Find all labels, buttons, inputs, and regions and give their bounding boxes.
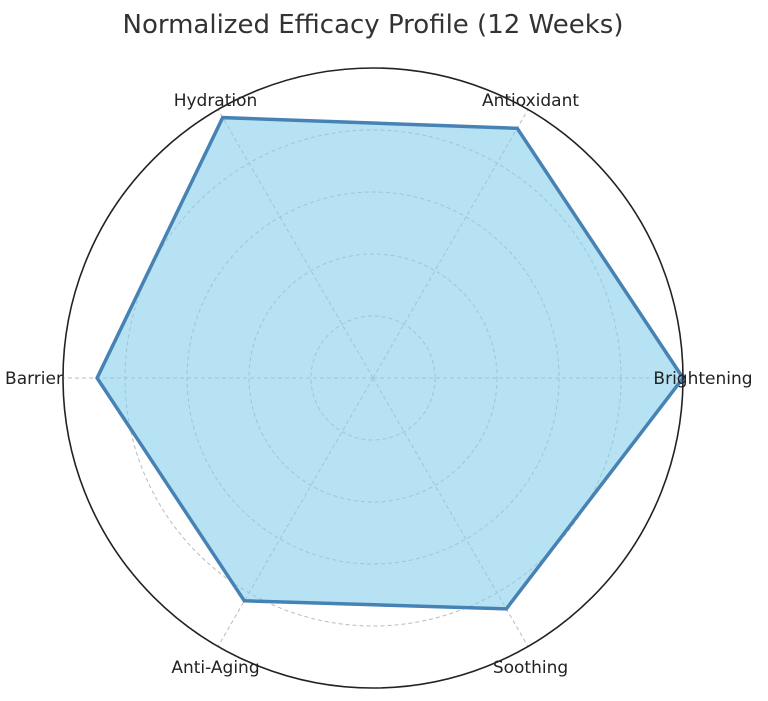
axis-label-soothing: Soothing (493, 658, 568, 678)
axis-label-anti-aging: Anti-Aging (171, 658, 259, 678)
chart-title: Normalized Efficacy Profile (12 Weeks) (123, 10, 624, 40)
axis-labels: Brightening Antioxidant Hydration Barrier An… (5, 91, 753, 678)
axis-label-brightening: Brightening (653, 369, 752, 389)
series-polygon (95, 115, 686, 611)
polar-frame (62, 67, 684, 689)
data-layer (62, 67, 686, 689)
axis-label-barrier: Barrier (5, 369, 63, 389)
axis-label-antioxidant: Antioxidant (482, 91, 579, 111)
axis-label-hydration: Hydration (174, 91, 258, 111)
